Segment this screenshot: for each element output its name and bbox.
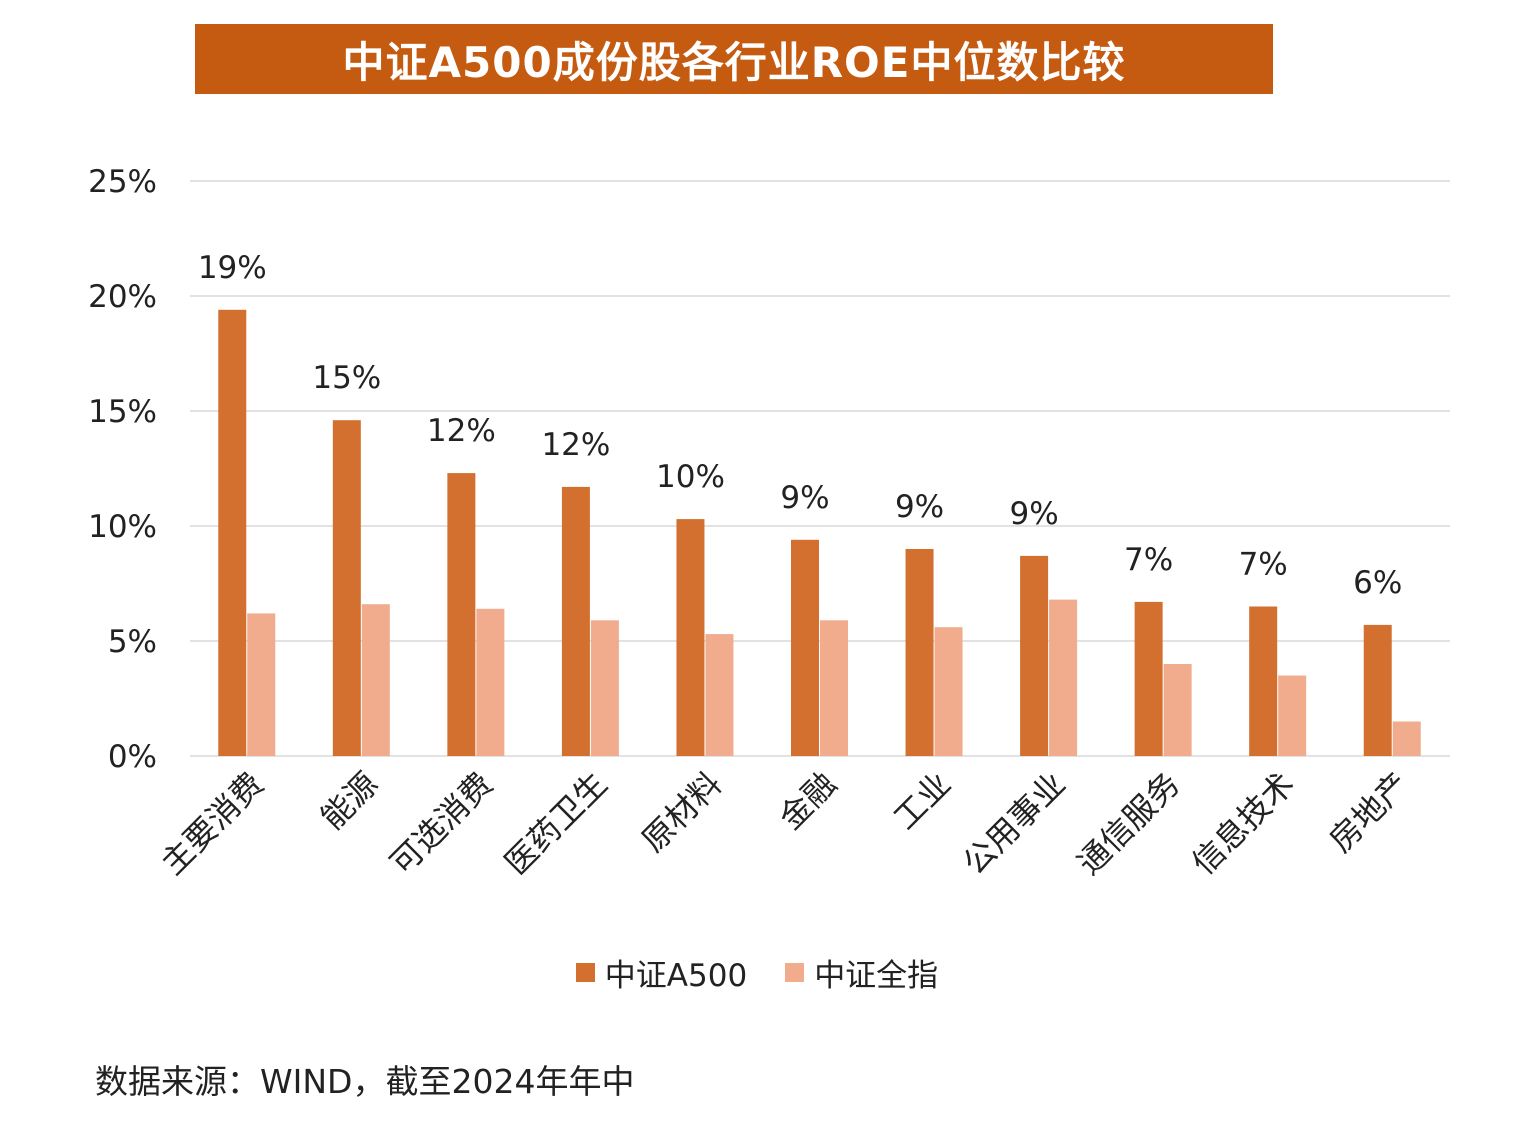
data-label: 12% xyxy=(541,427,610,463)
y-tick-label: 15% xyxy=(88,394,157,430)
legend-label-all: 中证全指 xyxy=(814,958,939,994)
x-tick-label: 公用事业 xyxy=(955,765,1072,882)
chart-title: 中证A500成份股各行业ROE中位数比较 xyxy=(342,37,1126,87)
bar-a500 xyxy=(1363,624,1392,756)
bar-a500 xyxy=(1134,601,1163,756)
bar-all xyxy=(1163,664,1192,756)
bar-a500 xyxy=(676,519,705,756)
y-tick-label: 0% xyxy=(108,739,157,775)
bar-a500 xyxy=(1249,606,1278,756)
bar-a500 xyxy=(1020,555,1049,756)
legend-swatch-all xyxy=(785,963,805,982)
data-label: 9% xyxy=(895,489,944,525)
data-label: 15% xyxy=(312,360,381,396)
data-label: 6% xyxy=(1353,565,1402,601)
bar-a500 xyxy=(332,420,361,756)
x-tick-label: 信息技术 xyxy=(1184,765,1301,882)
data-label: 10% xyxy=(656,459,725,495)
bar-all xyxy=(1049,599,1078,756)
bar-all xyxy=(1392,721,1421,756)
x-tick-label: 金融 xyxy=(772,765,844,837)
bar-a500 xyxy=(791,539,819,756)
bar-a500 xyxy=(447,473,476,756)
y-tick-label: 10% xyxy=(88,509,157,545)
bar-all xyxy=(1278,675,1307,756)
y-tick-label: 5% xyxy=(108,624,157,660)
bar-all xyxy=(934,627,963,756)
bar-all xyxy=(361,604,390,756)
data-label: 19% xyxy=(198,250,267,286)
bar-all xyxy=(820,620,848,756)
bar-all xyxy=(476,608,505,756)
bar-a500 xyxy=(905,549,934,756)
data-label: 7% xyxy=(1124,542,1173,578)
y-tick-label: 25% xyxy=(88,164,157,200)
data-label: 7% xyxy=(1239,547,1288,583)
legend-label-a500: 中证A500 xyxy=(604,958,748,994)
source-note: 数据来源：WIND，截至2024年年中 xyxy=(95,1062,635,1101)
x-tick-label: 医药卫生 xyxy=(497,765,614,882)
x-tick-label: 房地产 xyxy=(1322,765,1417,860)
data-label: 9% xyxy=(780,480,829,516)
title-banner: 中证A500成份股各行业ROE中位数比较 xyxy=(195,24,1273,94)
x-tick-label: 工业 xyxy=(886,765,958,837)
legend-swatch-a500 xyxy=(575,963,595,982)
legend-item-a500: 中证A500 xyxy=(575,950,748,995)
x-tick-label: 原材料 xyxy=(634,765,729,860)
bar-a500 xyxy=(561,486,590,756)
x-tick-label: 通信服务 xyxy=(1070,765,1187,882)
legend: 中证A500 中证全指 xyxy=(0,950,1514,995)
legend-item-all: 中证全指 xyxy=(785,950,938,995)
bar-all xyxy=(247,613,276,756)
bar-all xyxy=(590,620,619,756)
data-label: 9% xyxy=(1009,496,1058,532)
data-label: 12% xyxy=(427,413,496,449)
x-tick-label: 能源 xyxy=(313,765,385,837)
x-tick-label: 主要消费 xyxy=(154,765,271,882)
x-tick-label: 可选消费 xyxy=(383,765,500,882)
bar-a500 xyxy=(218,309,247,756)
y-tick-label: 20% xyxy=(88,279,157,315)
bar-all xyxy=(705,634,734,756)
